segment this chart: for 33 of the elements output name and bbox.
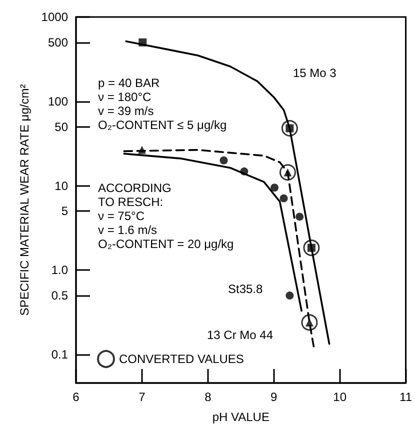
annotation: 13 Cr Mo 44	[207, 328, 274, 342]
point	[296, 212, 304, 221]
y-tick-label: 0.1	[51, 348, 68, 362]
point	[281, 120, 298, 137]
x-tick-label: 10	[333, 390, 347, 404]
point	[303, 240, 320, 256]
point	[240, 167, 248, 176]
point	[280, 194, 288, 202]
x-tick-label: 11	[400, 390, 412, 404]
point	[220, 156, 228, 164]
legend-label: CONVERTED VALUES	[119, 352, 244, 366]
x-tick-label: 7	[138, 390, 146, 404]
x-tick-label: 6	[72, 390, 80, 404]
x-tick-label: 9	[270, 390, 278, 404]
annotation: St35.8	[228, 282, 264, 296]
point	[286, 292, 294, 300]
y-tick-label: 0.5	[51, 288, 68, 303]
y-tick-label: 50	[54, 120, 68, 134]
point	[270, 184, 279, 192]
annotation: 15 Mo 3	[293, 66, 337, 80]
y-tick-label: 500	[48, 35, 68, 50]
y-tick-label: 100	[48, 94, 68, 108]
x-tick-label: 8	[204, 390, 212, 404]
point	[279, 164, 296, 181]
y-tick-label: 1.0	[51, 263, 68, 278]
x-axis-title: pH VALUE	[212, 410, 270, 424]
y-tick-label: 5	[61, 204, 68, 218]
y-axis-title: SPECIFIC MATERIAL WEAR RATE μg/cm²	[17, 84, 32, 316]
y-tick-label: 10	[54, 178, 68, 193]
annotation: p = 40 BAR ν = 180°C v = 39 m/s O₂-CONTENT ≤ 5 μg/kg	[98, 76, 227, 132]
point	[301, 314, 318, 331]
annotation: ACCORDING TO RESCH: ν = 75°C v = 1.6 m/s O₂-CONTENT = 20 μg/kg	[98, 181, 234, 251]
y-tick-label: 1000	[41, 10, 68, 24]
